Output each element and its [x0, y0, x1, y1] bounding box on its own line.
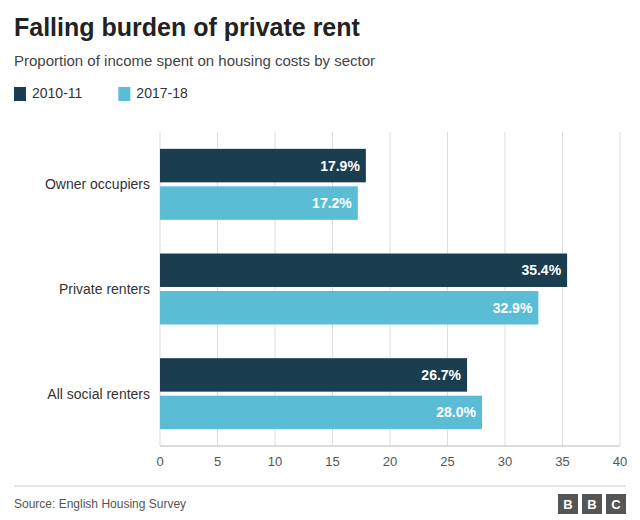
x-tick-label: 10 — [268, 454, 282, 469]
bars — [160, 149, 567, 429]
logo: BBC — [558, 494, 626, 514]
separator — [14, 486, 626, 487]
logo-letter: B — [563, 497, 572, 512]
logo-box — [582, 494, 602, 514]
category-label: All social renters — [47, 386, 150, 402]
x-tick-label: 25 — [440, 454, 454, 469]
bar — [160, 291, 538, 324]
grid — [160, 132, 620, 446]
data-label: 17.9% — [320, 158, 360, 174]
logo-box — [606, 494, 626, 514]
subtitle: Proportion of income spent on housing co… — [14, 52, 375, 69]
bar — [160, 358, 467, 391]
source: Source: English Housing Survey — [14, 497, 186, 511]
legend-swatch — [14, 87, 26, 101]
x-tick-label: 0 — [156, 454, 163, 469]
logo-text: BBC — [563, 497, 621, 512]
legend: 2010-11 2017-18 — [14, 85, 188, 101]
x-tick-label: 5 — [214, 454, 221, 469]
category-label: Owner occupiers — [45, 176, 150, 192]
logo-letter: B — [587, 497, 596, 512]
data-label: 32.9% — [493, 300, 533, 316]
legend-label: 2017-18 — [136, 85, 188, 101]
legend-swatch — [118, 87, 130, 101]
grid-line — [505, 132, 506, 446]
data-labels: 17.9% 17.2% 35.4% 32.9% 26.7% 28.0% — [312, 158, 562, 421]
x-tick-label: 20 — [383, 454, 397, 469]
x-axis-line — [160, 446, 620, 447]
grid-line — [620, 132, 621, 446]
bar — [160, 396, 482, 429]
x-tick-label: 30 — [498, 454, 512, 469]
bar — [160, 254, 567, 287]
logo-box — [558, 494, 578, 514]
bar — [160, 186, 358, 219]
x-tick-label: 35 — [555, 454, 569, 469]
x-tick-label: 15 — [325, 454, 339, 469]
bar — [160, 149, 366, 182]
grid-line — [562, 132, 563, 446]
legend-label: 2010-11 — [32, 85, 83, 101]
data-label: 26.7% — [421, 367, 461, 383]
x-tick-label: 40 — [613, 454, 627, 469]
logo-letter: C — [611, 497, 621, 512]
data-label: 35.4% — [521, 262, 561, 278]
data-label: 17.2% — [312, 195, 352, 211]
data-label: 28.0% — [436, 404, 476, 420]
title: Falling burden of private rent — [14, 13, 361, 41]
chart-root: Falling burden of private rent Proportion… — [0, 0, 640, 520]
category-label: Private renters — [59, 281, 150, 297]
